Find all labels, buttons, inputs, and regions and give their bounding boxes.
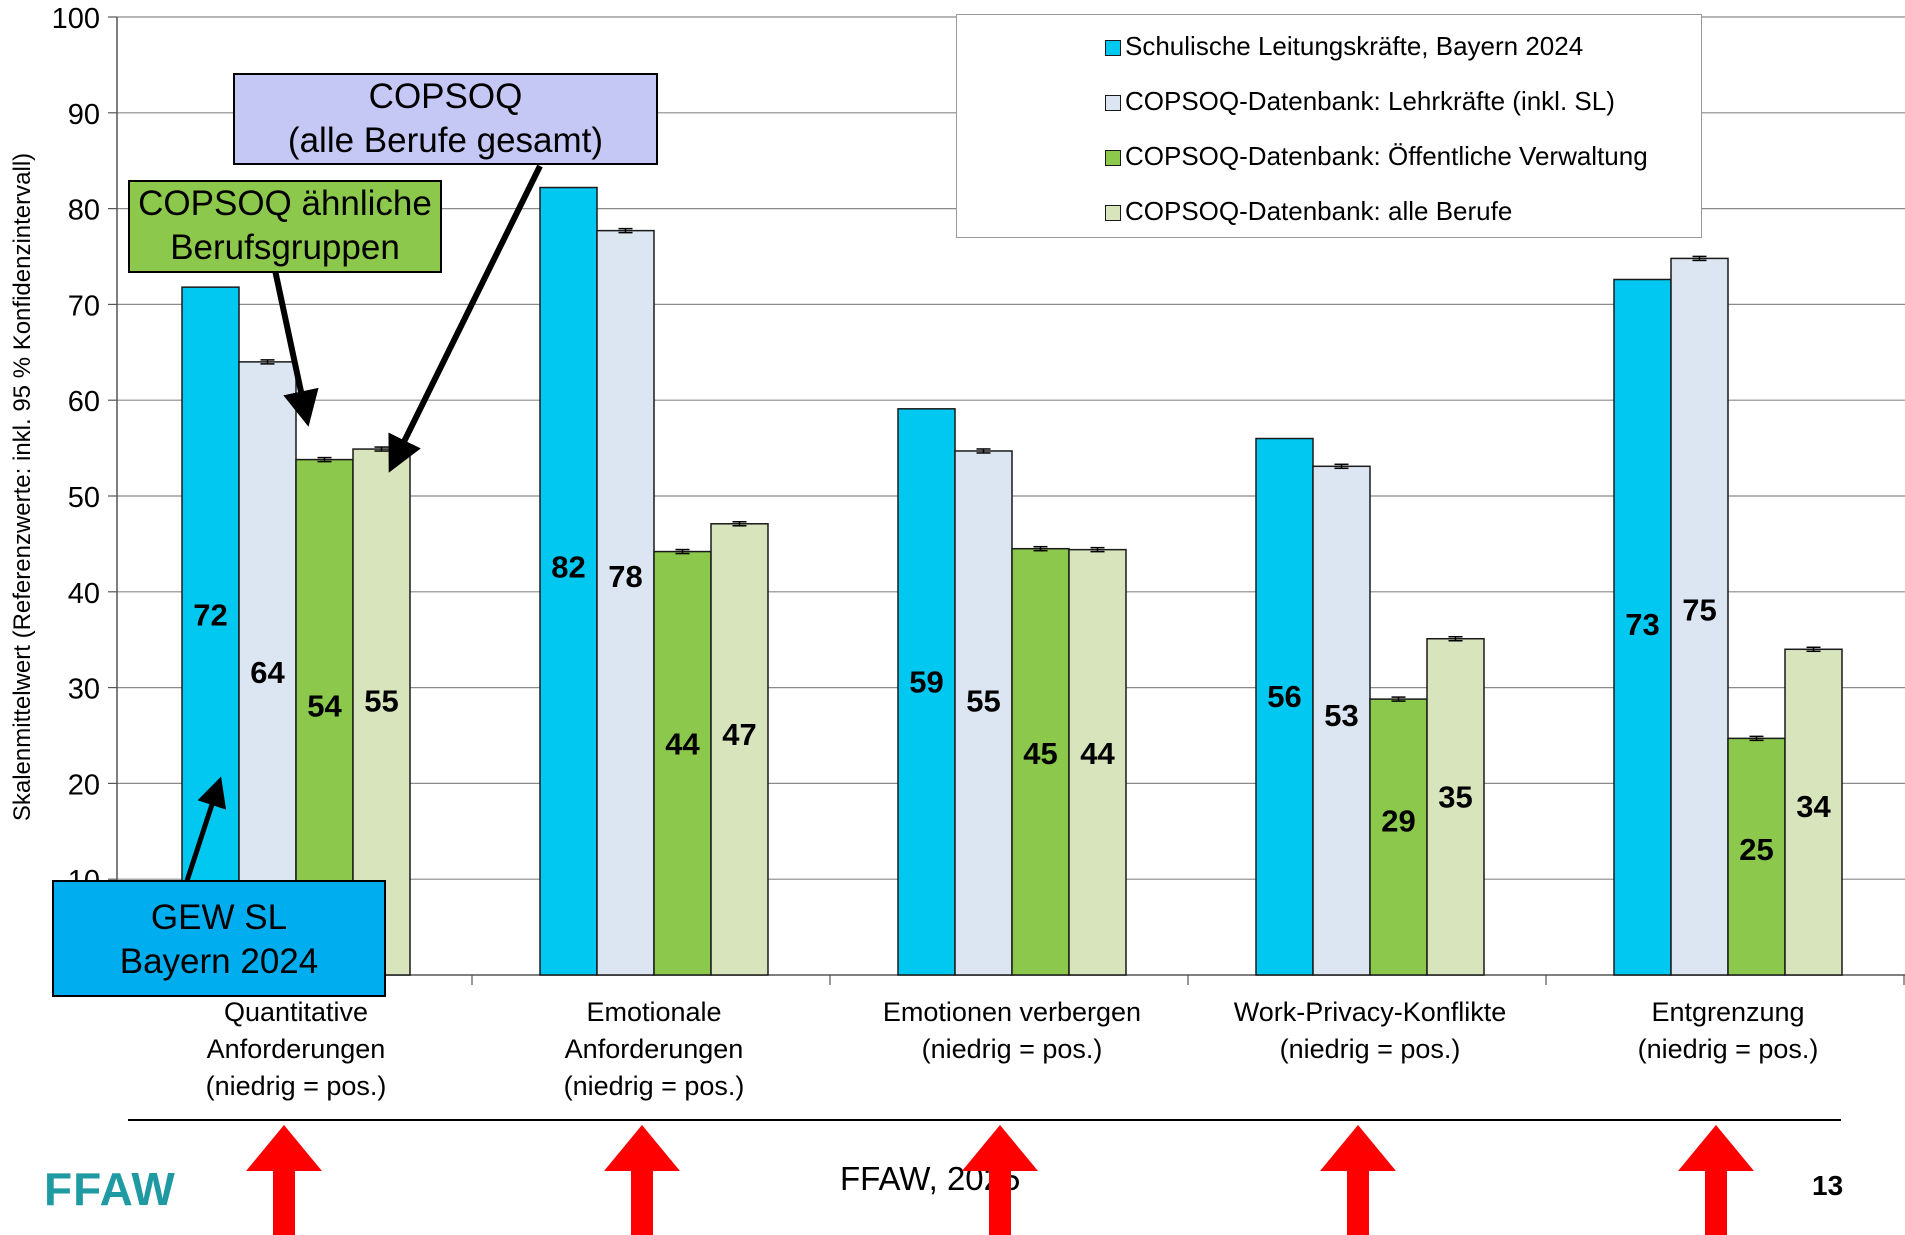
x-category-label: (niedrig = pos.) [922,1034,1103,1064]
callout-copsoq-all-line2: (alle Berufe gesamt) [287,121,604,160]
callout-copsoq-all-line1: COPSOQ [368,77,523,116]
legend: Schulische Leitungskräfte, Bayern 2024 C… [956,14,1702,238]
legend-swatch-3 [1105,150,1121,166]
bar-value-label: 82 [551,549,585,584]
bar [596,229,655,976]
arrow-to-similar-jobs [272,269,319,427]
bar-value-label: 75 [1682,593,1716,628]
x-tick-labels: Quantitative Anforderungen (niedrig = pos.… [206,997,1819,1101]
footer-divider [128,1119,1841,1121]
bar-value-label: 53 [1324,698,1358,733]
legend-label-4: COPSOQ-Datenbank: alle Berufe [1125,196,1513,226]
ffaw-logo: FFAW [44,1163,176,1215]
legend-swatch-2 [1105,95,1121,111]
bar-value-label: 56 [1267,679,1301,714]
bar-value-label: 47 [722,717,756,752]
bar-value-label: 54 [307,688,342,723]
y-tick-label: 70 [68,290,100,322]
arrow-to-gew-sl [183,776,227,885]
x-category-label: Anforderungen [207,1034,386,1064]
y-tick-label: 90 [68,99,100,131]
bar-value-label: 25 [1739,832,1773,867]
callout-gew-sl: GEW SL Bayern 2024 [52,880,386,997]
y-tick-label: 60 [68,386,100,418]
bar-value-label: 44 [665,727,700,762]
bar-value-label: 35 [1438,779,1472,814]
bar-value-label: 45 [1023,736,1057,771]
footer-source: FFAW, 2025 [840,1160,1021,1197]
arrow-to-all-jobs [388,164,543,473]
legend-item-4: COPSOQ-Datenbank: alle Berufe [1105,196,1512,227]
x-category-label: (niedrig = pos.) [206,1071,387,1101]
callout-gew-sl-line1: GEW SL [150,898,288,937]
y-tick-label: 80 [68,195,100,227]
y-tick-label: 40 [68,578,100,610]
legend-item-2: COPSOQ-Datenbank: Lehrkräfte (inkl. SL) [1105,86,1615,117]
annotation-arrows [183,164,543,885]
y-tick-label: 50 [68,482,100,514]
bar [1068,548,1127,976]
legend-label-3: COPSOQ-Datenbank: Öffentliche Verwaltung [1125,141,1648,171]
y-tick-labels: 0102030405060708090100 [52,3,100,993]
bars [181,186,1843,976]
y-tick-label: 30 [68,674,100,706]
bar-value-label: 59 [909,664,943,699]
x-category-label: Emotionen verbergen [883,997,1141,1027]
legend-item-3: COPSOQ-Datenbank: Öffentliche Verwaltung [1105,141,1648,172]
legend-label-1: Schulische Leitungskräfte, Bayern 2024 [1125,31,1584,61]
bar [539,186,598,976]
x-category-label: Anforderungen [565,1034,744,1064]
legend-label-2: COPSOQ-Datenbank: Lehrkräfte (inkl. SL) [1125,86,1615,116]
bar-value-label: 55 [364,684,398,719]
value-labels: 72 64 54 55 82 78 44 47 59 55 45 44 56 53 29 35 73 75 25 34 [193,549,1831,867]
bar-value-label: 44 [1080,736,1115,771]
y-axis-label: Skalenmittelwert (Referenzwerte: inkl. 9… [9,153,36,821]
bar-value-label: 34 [1796,789,1831,824]
bar-value-label: 29 [1381,803,1415,838]
bar-value-label: 72 [193,597,227,632]
bar [954,450,1013,976]
x-category-label: Emotionale [586,997,721,1027]
bar [710,523,769,976]
bar [653,550,712,976]
callout-copsoq-similar-line2: Berufsgruppen [170,228,400,267]
x-category-label: Work-Privacy-Konflikte [1234,997,1507,1027]
bar [1613,278,1672,976]
x-category-label: (niedrig = pos.) [564,1071,745,1101]
callout-gew-sl-line2: Bayern 2024 [119,942,319,981]
x-category-label: (niedrig = pos.) [1280,1034,1461,1064]
bar-value-label: 55 [966,684,1000,719]
page-number: 13 [1812,1170,1844,1201]
legend-item-1: Schulische Leitungskräfte, Bayern 2024 [1105,31,1583,62]
y-tick-label: 20 [68,769,100,801]
legend-swatch-4 [1105,205,1121,221]
legend-swatch-1 [1105,40,1121,56]
bar [1312,465,1371,976]
bar-value-label: 78 [608,559,642,594]
bar [1011,547,1070,976]
bar [1784,648,1843,976]
bar-value-label: 64 [250,655,285,690]
callout-copsoq-similar-line1: COPSOQ ähnliche [138,184,432,223]
x-category-label: Quantitative [224,997,368,1027]
bar [1670,257,1729,976]
x-category-label: (niedrig = pos.) [1638,1034,1819,1064]
x-category-label: Entgrenzung [1651,997,1804,1027]
callout-copsoq-all: COPSOQ (alle Berufe gesamt) [233,73,658,165]
y-tick-label: 100 [52,3,100,35]
callout-copsoq-similar: COPSOQ ähnliche Berufsgruppen [128,180,442,273]
bar [1369,698,1428,976]
error-bars [260,227,1821,742]
bar-value-label: 73 [1625,607,1659,642]
bar [1426,637,1485,976]
bar [897,408,956,976]
